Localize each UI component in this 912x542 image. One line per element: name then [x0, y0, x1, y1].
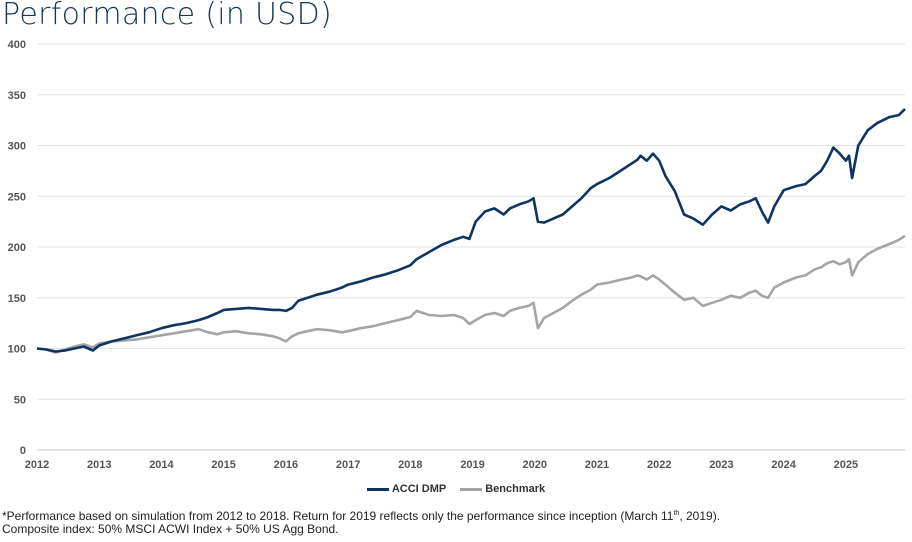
x-tick-label: 2019 [460, 459, 484, 471]
y-tick-label: 350 [8, 90, 26, 102]
y-tick-label: 100 [8, 344, 26, 356]
series-line-benchmark [36, 234, 906, 354]
x-tick-label: 2020 [523, 459, 547, 471]
footnote: *Performance based on simulation from 20… [2, 507, 720, 536]
y-tick-label: 0 [20, 445, 26, 457]
x-tick-label: 2014 [149, 459, 174, 471]
footnote-line-2: Composite index: 50% MSCI ACWI Index + 5… [2, 522, 339, 536]
y-tick-label: 150 [8, 293, 26, 305]
y-tick-label: 400 [8, 39, 26, 51]
footnote-line-1: *Performance based on simulation from 20… [2, 509, 721, 523]
gridlines [37, 43, 905, 451]
x-tick-label: 2025 [834, 459, 858, 471]
x-tick-label: 2015 [211, 459, 235, 471]
series-line-acci-dmp [36, 108, 906, 353]
x-tick-label: 2012 [25, 459, 49, 471]
legend-item-acci-dmp[interactable]: ACCI DMP [366, 483, 447, 495]
x-tick-label: 2024 [771, 459, 796, 471]
x-tick-label: 2022 [647, 459, 671, 471]
legend-swatch-acci-dmp [366, 487, 389, 491]
x-tick-label: 2017 [336, 459, 360, 471]
y-tick-label: 50 [14, 394, 26, 406]
x-tick-label: 2013 [87, 459, 111, 471]
x-axis-ticks: 2012 2013 2014 2015 2016 2017 2018 2019 2020 2021… [25, 459, 858, 471]
series-lines [36, 108, 906, 354]
x-tick-label: 2018 [398, 459, 422, 471]
chart-legend: ACCI DMP Benchmark [0, 483, 912, 495]
y-axis-ticks: 0 50 100 150 200 250 300 350 400 [8, 39, 26, 457]
y-tick-label: 300 [8, 141, 26, 153]
x-tick-label: 2023 [709, 459, 733, 471]
x-tick-label: 2016 [274, 459, 298, 471]
y-tick-label: 250 [8, 191, 26, 203]
legend-item-benchmark[interactable]: Benchmark [460, 483, 545, 495]
y-tick-label: 200 [8, 242, 26, 254]
x-tick-label: 2021 [585, 459, 609, 471]
legend-swatch-benchmark [460, 487, 483, 491]
legend-label-acci-dmp: ACCI DMP [391, 483, 447, 495]
legend-label-benchmark: Benchmark [485, 483, 546, 495]
chart-title: Performance (in USD) [2, 0, 333, 32]
